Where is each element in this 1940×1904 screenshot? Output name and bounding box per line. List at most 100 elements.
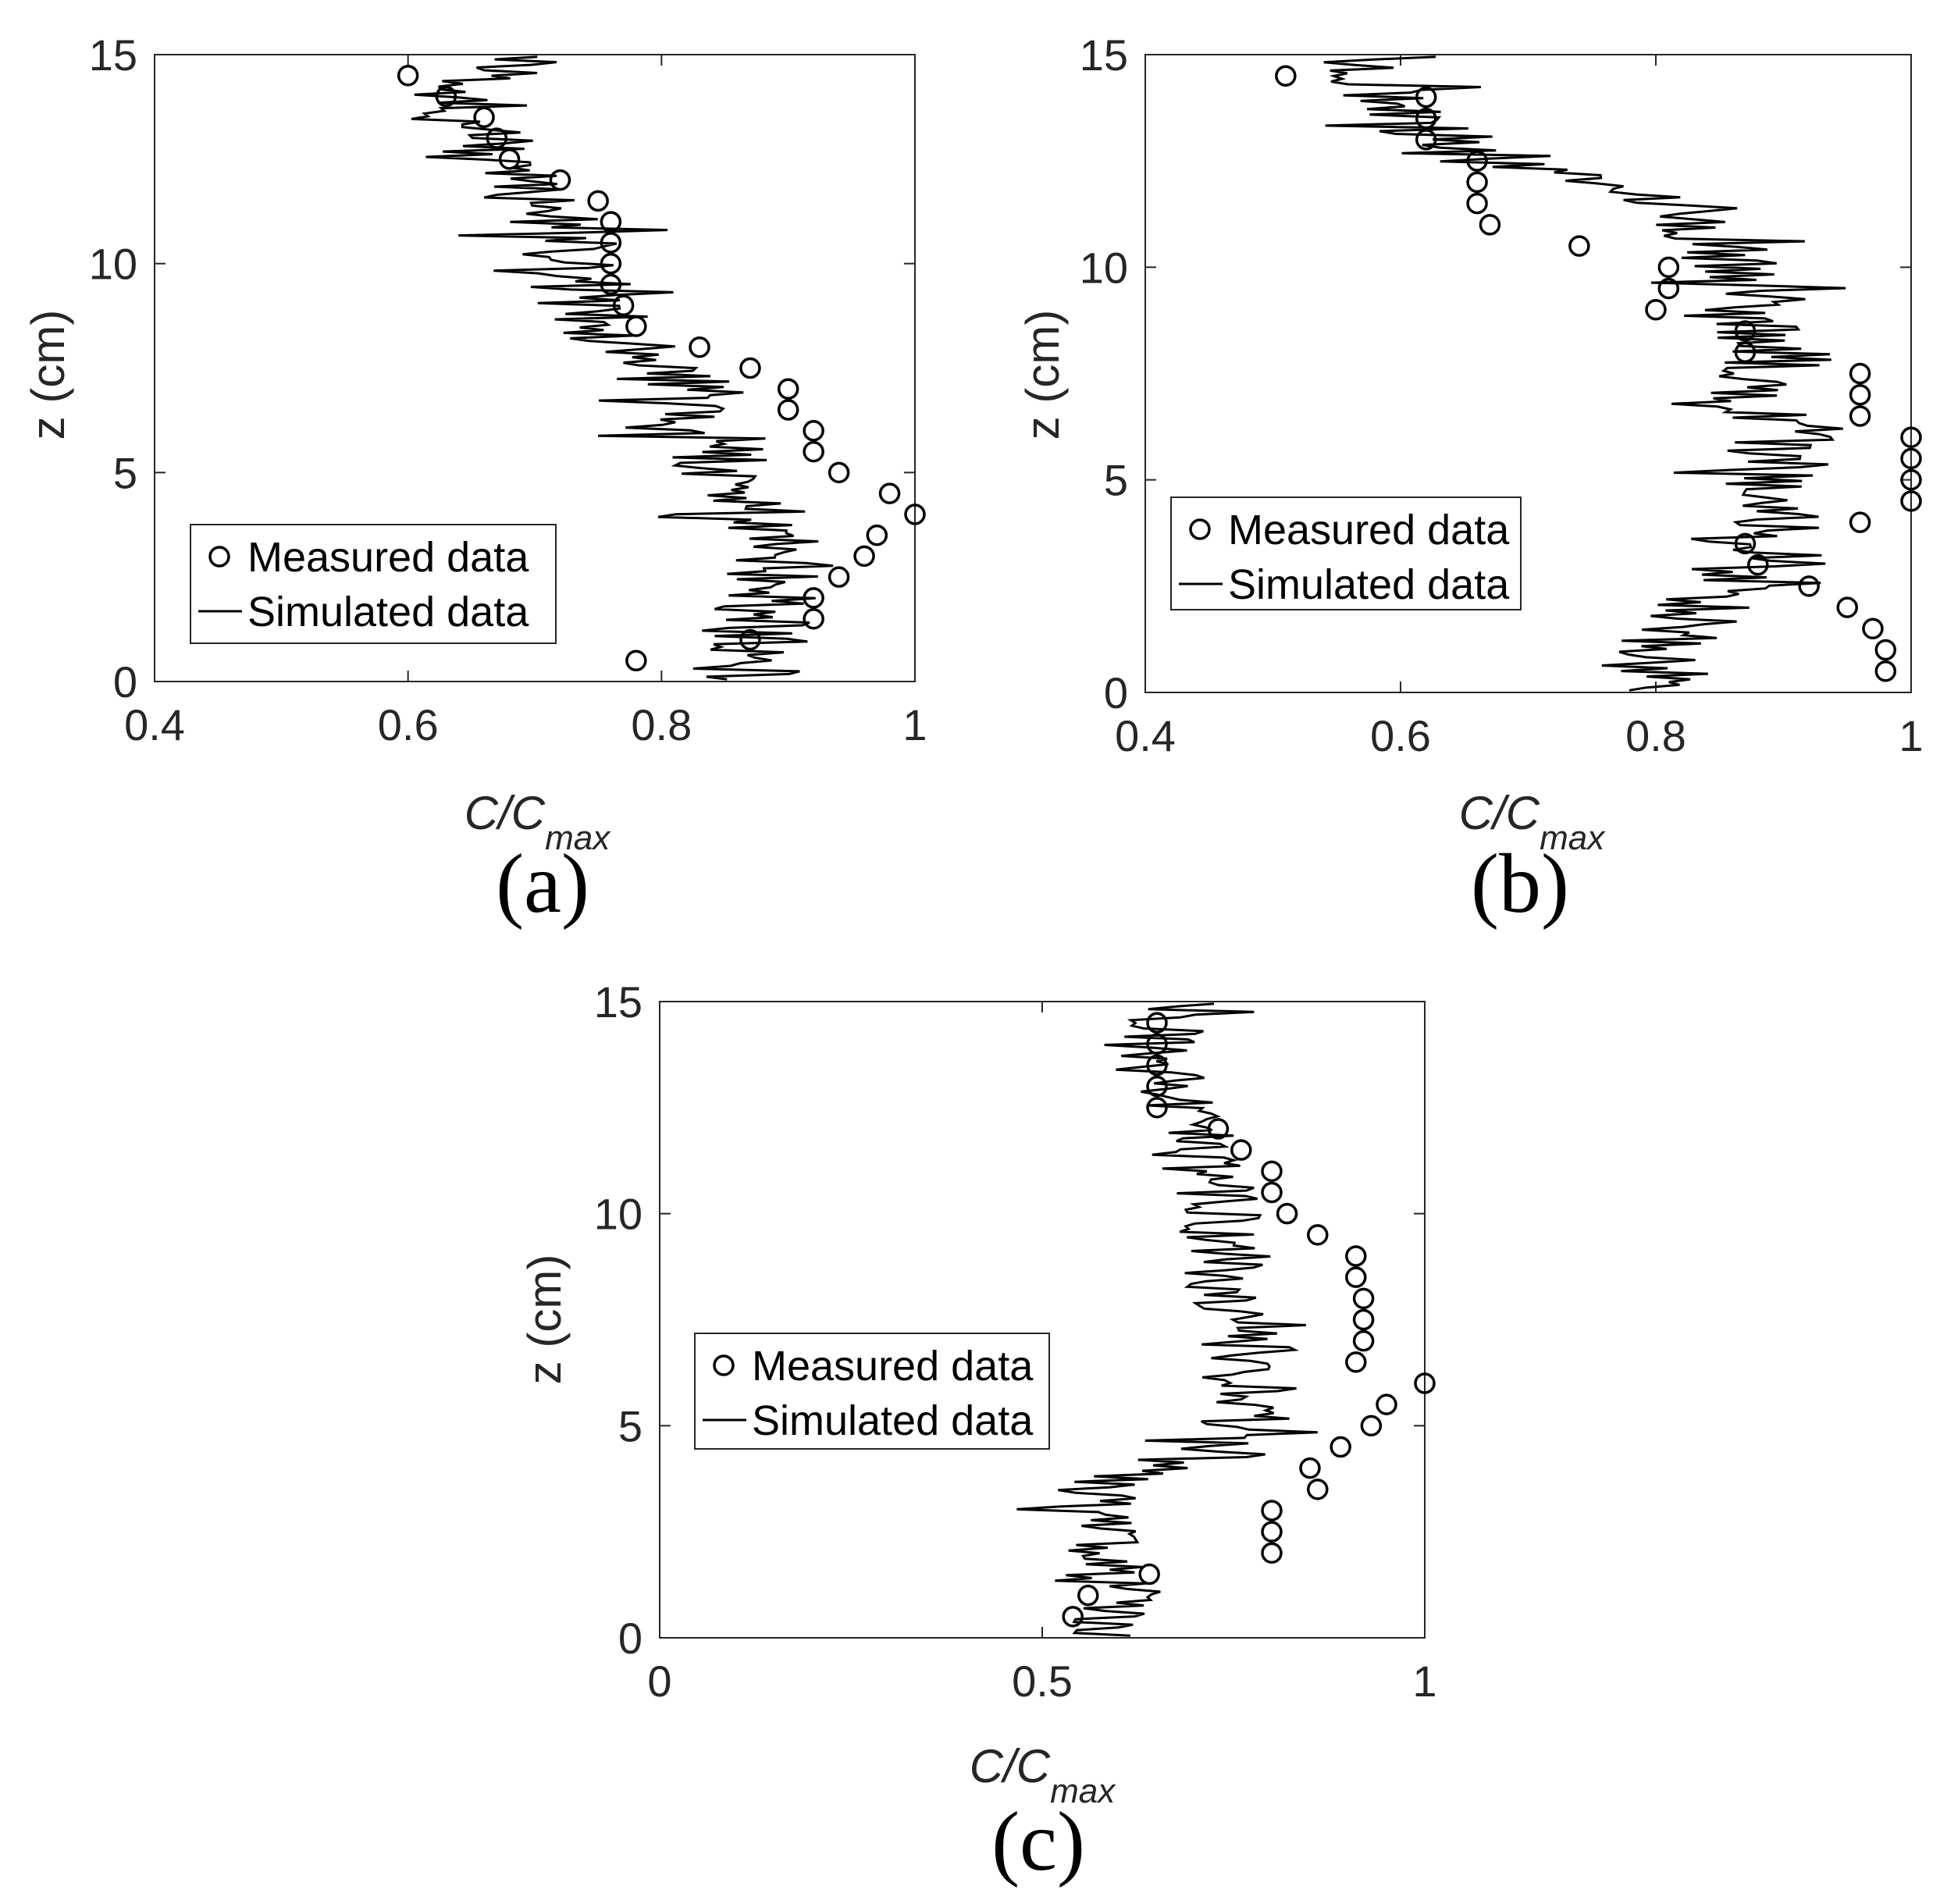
- legend-label-measured: Measured data: [1228, 507, 1510, 553]
- legend-label-measured: Measured data: [752, 1343, 1034, 1390]
- x-axis-label: C/Cmax: [1459, 787, 1606, 857]
- measured-data-point: [600, 273, 622, 296]
- measured-data-point: [587, 190, 609, 212]
- measured-data-point: [1275, 65, 1297, 87]
- legend-marker-measured: [1189, 518, 1211, 540]
- measured-data-point: [1466, 150, 1488, 172]
- measured-data-point: [1146, 1075, 1168, 1098]
- x-axis-label-subscript: max: [545, 819, 611, 857]
- legend-label-measured: Measured data: [247, 534, 529, 581]
- y-tick-label: 10: [1080, 243, 1128, 292]
- measured-data-point: [1657, 256, 1680, 279]
- measured-data-point: [1466, 171, 1488, 194]
- measured-data-point: [878, 482, 901, 504]
- measured-data-point: [1138, 1563, 1160, 1585]
- measured-data-point: [1645, 299, 1667, 321]
- measured-data-point: [1900, 426, 1922, 448]
- panel-label: (c): [991, 1795, 1085, 1888]
- measured-data-point: [1479, 214, 1501, 236]
- measured-data-point: [600, 232, 622, 254]
- measured-data-point: [1734, 532, 1757, 555]
- y-tick-label: 5: [618, 1401, 643, 1450]
- measured-data-point: [1352, 1308, 1375, 1331]
- y-tick-label: 5: [113, 448, 137, 497]
- x-axis-label-subscript: max: [1540, 819, 1606, 857]
- y-tick-label: 10: [89, 240, 137, 289]
- measured-data-point: [1414, 1372, 1436, 1394]
- measured-data-point: [866, 524, 888, 546]
- measured-data-point: [1376, 1393, 1397, 1415]
- simulated-data-line: [1323, 55, 1846, 692]
- y-tick-label: 0: [113, 657, 137, 706]
- measured-data-point: [1900, 447, 1922, 470]
- measured-data-point: [689, 336, 710, 358]
- legend: Measured data Simulated data: [694, 1333, 1050, 1450]
- measured-data-point: [600, 211, 622, 233]
- measured-data-point: [1734, 320, 1757, 342]
- x-axis-label-main: C/C: [970, 1740, 1051, 1792]
- legend-label-simulated: Simulated data: [1228, 561, 1510, 608]
- measured-data-point: [1836, 596, 1858, 618]
- y-axis-label: z (cm): [518, 1255, 571, 1385]
- legend-label-simulated: Simulated data: [752, 1397, 1034, 1444]
- legend: Measured data Simulated data: [1170, 496, 1522, 610]
- measured-data-point: [473, 106, 495, 129]
- x-axis-label-main: C/C: [1459, 787, 1540, 839]
- legend-box: [694, 1333, 1050, 1450]
- measured-data-point: [612, 294, 635, 316]
- measured-data-point: [625, 649, 647, 671]
- measured-data-point: [1862, 617, 1884, 640]
- measured-data-point: [777, 399, 799, 421]
- measured-data-point: [1207, 1118, 1230, 1140]
- measured-data-point: [1261, 1521, 1283, 1543]
- y-tick-label: 10: [594, 1190, 643, 1239]
- measured-data-point: [803, 607, 824, 630]
- measured-data-point: [1299, 1457, 1321, 1479]
- measured-data-point: [498, 148, 521, 170]
- simulated-data-line: [1016, 1002, 1318, 1637]
- y-tick-label: 0: [618, 1614, 643, 1663]
- measured-data-point: [1415, 107, 1437, 130]
- legend-marker-measured: [713, 1354, 735, 1376]
- measured-data-point: [1352, 1287, 1375, 1310]
- measured-data-point: [397, 65, 419, 87]
- x-tick-label: 0.6: [1370, 711, 1431, 760]
- measured-data-point: [1900, 468, 1922, 491]
- measured-data-point: [1352, 1329, 1375, 1352]
- measured-data-point: [803, 587, 824, 609]
- measured-data-point: [1360, 1415, 1383, 1437]
- legend-box: [1170, 496, 1522, 610]
- measured-data-point: [486, 127, 508, 149]
- panel-label: (b): [1471, 838, 1569, 931]
- measured-data-point: [1849, 362, 1871, 385]
- measured-data-point: [1734, 341, 1757, 364]
- measured-data-point: [1415, 129, 1437, 151]
- measured-data-point: [803, 420, 824, 442]
- measured-data-point: [1261, 1181, 1283, 1204]
- measured-data-point: [1345, 1245, 1367, 1267]
- measured-data-point: [853, 545, 875, 568]
- measured-data-point: [828, 461, 850, 484]
- measured-data-point: [1146, 1097, 1168, 1119]
- measured-data-point: [435, 85, 457, 108]
- measured-data-point: [1900, 490, 1922, 512]
- measured-data-point: [1345, 1266, 1367, 1288]
- measured-data-point: [1146, 1012, 1168, 1034]
- x-tick-label: 1: [902, 700, 927, 749]
- legend: Measured data Simulated data: [190, 524, 557, 644]
- y-tick-label: 0: [1104, 668, 1128, 717]
- measured-data-point: [600, 252, 622, 275]
- measured-data-point: [1261, 1500, 1283, 1521]
- y-tick-label: 15: [1080, 30, 1128, 80]
- legend-marker-measured: [208, 546, 230, 568]
- legend-label-simulated: Simulated data: [247, 589, 529, 635]
- x-axis-label: C/Cmax: [970, 1740, 1116, 1810]
- x-tick-label: 0.8: [631, 700, 692, 749]
- measured-data-point: [739, 357, 761, 379]
- measured-data-point: [549, 169, 571, 191]
- measured-data-point: [1415, 86, 1437, 109]
